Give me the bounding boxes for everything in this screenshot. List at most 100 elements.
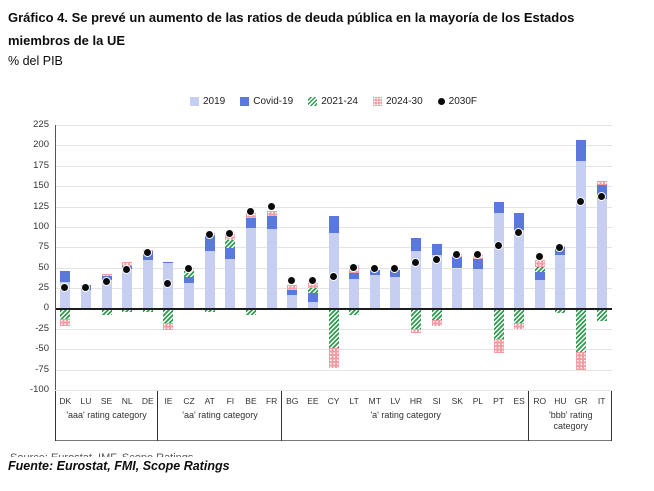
country-label: PL [472,396,484,406]
group-separator [611,391,612,441]
clipped-source-line: Source: Eurostat, IMF, Scope Ratings [10,452,430,457]
bar-2019 [60,281,71,309]
group-separator [157,391,159,441]
bar-2024-30 [534,259,545,267]
dot-2030f [184,263,194,273]
dot-2030f [307,275,317,285]
country-label: DE [141,396,154,406]
legend-item-2019: 2019 [189,96,226,107]
legend-label-2019: 2019 [202,96,226,107]
ytick-label: -100 [29,384,49,395]
gridline [55,186,612,188]
dot-2030f [101,276,111,286]
country-label: LT [349,396,359,406]
legend-swatch-2024-30-icon [372,97,382,106]
legend-swatch-2019-icon [189,97,199,106]
bar-2021-24 [431,308,442,320]
legend-label-2021-24: 2021-24 [321,96,358,107]
country-label: AT [204,396,215,406]
bar-covid [287,289,298,295]
country-label: PT [493,396,504,406]
gridline [55,145,612,147]
chart-title-line1: Gráfico 4. Se prevé un aumento de las ra… [8,10,575,25]
ytick-label: 175 [33,159,49,171]
y-axis-line [55,125,56,390]
gridline [55,125,612,126]
bar-2021-24 [101,308,112,315]
ytick-label: -50 [35,343,49,355]
bar-2019 [390,277,401,309]
bar-2024-30 [493,338,504,354]
bar-2021-24 [245,308,256,315]
bar-2024-30 [411,328,422,333]
x-axis-bottom-line [55,440,612,441]
dot-2030f [204,230,214,240]
bar-2024-30 [101,274,112,276]
source-note: Fuente: Eurostat, FMI, Scope Ratings [8,459,230,473]
dot-2030f [514,227,524,237]
bar-2019 [204,250,215,309]
bar-covid [328,216,339,233]
bar-2019 [245,227,256,309]
ytick-label: 75 [38,241,49,253]
country-label: HU [554,396,567,406]
country-label: SE [100,396,113,406]
country-label: FI [226,396,235,406]
zero-line [55,308,612,311]
legend-swatch-2021-24-icon [308,97,318,106]
bar-2019 [369,275,380,309]
dot-2030f [60,283,70,293]
dot-2030f [596,191,606,201]
country-label: IE [164,396,173,406]
bar-covid [307,292,318,302]
ytick-label: 150 [33,180,49,192]
bar-2019 [80,289,91,309]
dot-2030f [328,271,338,281]
country-label: LU [80,396,92,406]
bar-2024-30 [266,211,277,217]
bar-2019 [101,279,112,309]
group-separator [528,391,530,441]
bar-2024-30 [576,351,587,371]
gridline [55,165,612,167]
legend-label-2030f: 2030F [448,96,478,107]
bar-2019 [534,279,545,309]
bar-covid [576,139,587,161]
bar-covid [184,277,195,284]
bar-covid [266,216,277,229]
country-label: BG [286,396,299,406]
legend-item-2021-24: 2021-24 [308,96,358,107]
dot-2030f [493,241,503,251]
group-separator [280,391,282,441]
bar-2019 [225,258,236,309]
bar-2019 [307,301,318,309]
bar-2019 [411,250,422,309]
country-label: SK [451,396,463,406]
bar-covid [349,272,360,280]
ytick-label: 200 [33,139,49,151]
gridline [55,390,612,391]
ytick-label: 100 [33,220,49,232]
country-label: RO [533,396,547,406]
bar-2019 [452,268,463,309]
dot-2030f [411,257,421,267]
legend-label-covid: Covid-19 [253,96,294,107]
group-label: 'aaa' rating category [66,410,147,420]
dot-2030f [452,249,462,259]
dot-2030f [576,197,586,207]
bar-covid [452,257,463,269]
bar-2019 [472,269,483,309]
dot-2030f [555,243,565,253]
bar-2021-24 [493,308,504,339]
group-separator [55,391,56,441]
country-label: MT [368,396,381,406]
dot-2030f [369,264,379,274]
bar-2019 [596,199,607,309]
bar-covid [204,235,215,251]
bar-2021-24 [576,308,587,352]
dot-2030f [225,229,235,239]
bar-2021-24 [555,308,566,313]
bar-2019 [349,279,360,309]
country-label: HR [409,396,423,406]
bar-2021-24 [534,266,545,272]
